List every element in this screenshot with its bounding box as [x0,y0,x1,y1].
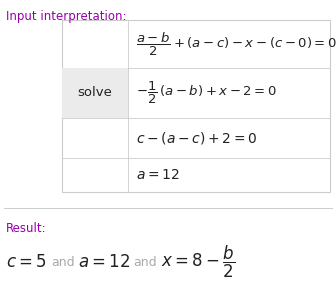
Text: $x=8-\dfrac{b}{2}$: $x=8-\dfrac{b}{2}$ [161,244,235,280]
Text: $c=5$: $c=5$ [6,253,47,271]
Text: Input interpretation:: Input interpretation: [6,10,126,23]
Text: and: and [51,256,75,268]
Text: $a=12$: $a=12$ [78,253,130,271]
Bar [62,20,330,192]
Text: Result:: Result: [6,222,47,235]
Text: $a=12$: $a=12$ [136,168,180,182]
Text: $-\dfrac{1}{2}\,(a-b)+x-2=0$: $-\dfrac{1}{2}\,(a-b)+x-2=0$ [136,80,277,106]
Text: $c-(a-c)+2=0$: $c-(a-c)+2=0$ [136,130,257,146]
Text: and: and [133,256,157,268]
Bar [62,68,128,118]
Text: solve: solve [78,86,113,100]
Text: $\dfrac{a-b}{2} + (a-c) - x - (c-0) = 0$: $\dfrac{a-b}{2} + (a-c) - x - (c-0) = 0$ [136,30,336,58]
